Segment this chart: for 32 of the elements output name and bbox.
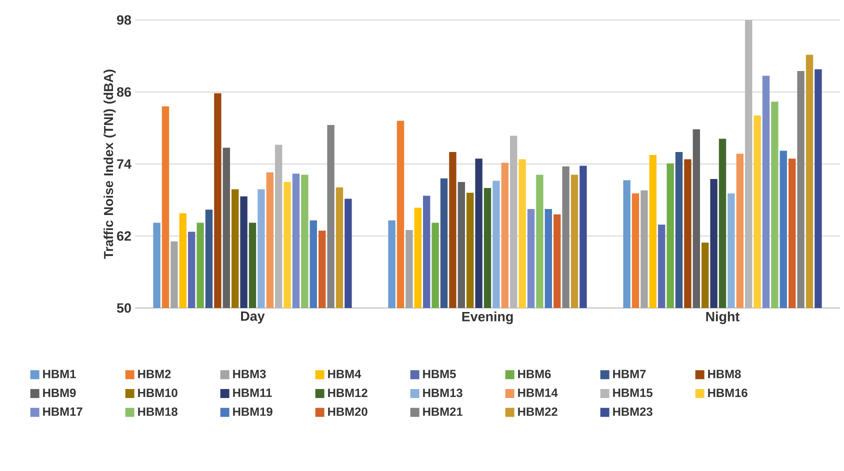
legend-label: HBM14 — [518, 388, 558, 397]
y-tick-label: 74 — [117, 159, 132, 169]
x-tick-label: Evening — [462, 312, 513, 324]
legend-label: HBM1 — [43, 370, 76, 378]
legend-label: HBM22 — [518, 407, 558, 416]
legend-label: HBM4 — [328, 370, 362, 378]
legend-label: HBM19 — [233, 407, 272, 416]
legend-label: HBM21 — [423, 407, 463, 416]
legend-label: HBM12 — [328, 388, 368, 397]
legend-label: HBM11 — [233, 388, 272, 397]
y-tick-label: 86 — [116, 87, 131, 97]
legend-label: HBM3 — [233, 370, 266, 378]
y-tick-label: 98 — [116, 15, 132, 25]
legend-label: HBM8 — [708, 370, 741, 378]
legend-label: HBM5 — [423, 370, 456, 378]
legend-label: HBM16 — [708, 388, 748, 398]
legend-label: HBM17 — [43, 408, 82, 416]
x-tick-label: Night — [706, 312, 740, 324]
legend-label: HBM20 — [328, 407, 368, 416]
y-tick-label: 50 — [116, 303, 131, 313]
legend-label: HBM15 — [613, 388, 653, 398]
legend-label: HBM7 — [613, 370, 646, 378]
legend-label: HBM13 — [423, 388, 462, 398]
legend-label: HBM18 — [138, 407, 178, 416]
y-tick-label: 62 — [117, 231, 131, 241]
x-tick-label: Day — [241, 312, 265, 324]
legend-label: HBM6 — [518, 370, 551, 378]
legend-label: HBM10 — [138, 388, 178, 398]
legend-label: HBM9 — [43, 388, 76, 398]
y-axis-title: Traffic Noise Index (TNI) (dBA) — [104, 70, 116, 259]
legend-label: HBM23 — [613, 407, 652, 416]
legend-label: HBM2 — [138, 370, 171, 378]
